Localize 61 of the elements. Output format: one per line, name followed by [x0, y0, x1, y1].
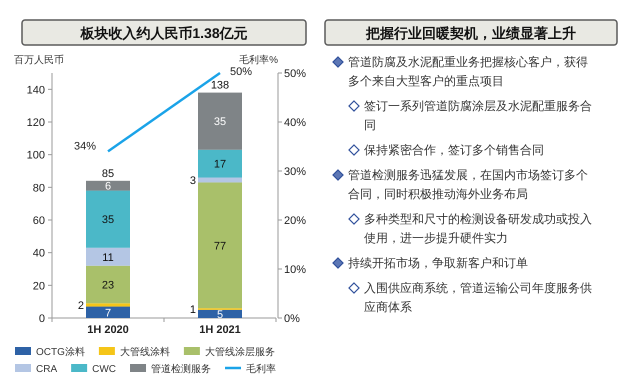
- bar: [86, 303, 130, 307]
- y-tick-label: 80: [32, 182, 45, 194]
- legend-label: 管道检测服务: [151, 363, 212, 375]
- y2-tick-label: 50%: [284, 68, 306, 80]
- text: 把握行业回暖契机，业绩显著上升: [365, 25, 576, 41]
- total-label: 138: [210, 80, 230, 92]
- text: 多种类型和尺寸的检测设备研发成功或投入使用，进一步提升硬件实力: [364, 212, 592, 245]
- y-tick-label: 100: [26, 150, 45, 162]
- y2-axis-title: 毛利率%: [239, 54, 278, 66]
- bar: [86, 248, 130, 266]
- data-label: 6: [104, 180, 112, 193]
- text: 管道检测服务迅猛发展，在国内市场签订多个合同，同时积极推动海外业务布局: [348, 168, 588, 201]
- text: 持续开拓市场，争取新客户和订单: [348, 256, 528, 270]
- legend-label: CRA: [36, 364, 58, 375]
- data-label: 11: [102, 252, 114, 264]
- y-tick-label: 40: [32, 248, 45, 260]
- chart-title: 板块收入约人民币1.38亿元: [79, 25, 248, 41]
- legend-label: OCTG涂料: [36, 346, 85, 358]
- y2-tick-label: 20%: [284, 215, 306, 227]
- legend-label: CWC: [92, 364, 116, 375]
- x-tick-label: 1H 2020: [87, 324, 129, 336]
- data-label: 50%: [230, 66, 252, 78]
- text: 签订一系列管道防腐涂层及水泥配重服务合同: [364, 99, 592, 132]
- legend-label: 大管线涂料: [120, 346, 170, 358]
- data-label: 3: [190, 174, 196, 187]
- bar: [86, 306, 130, 318]
- bar: [86, 190, 130, 248]
- text: 入围供应商系统，管道运输公司年度服务供应商体系: [364, 281, 592, 314]
- bar: [198, 178, 242, 182]
- bar: [198, 182, 242, 308]
- bar: [198, 310, 242, 318]
- y-tick-label: 20: [32, 280, 45, 292]
- bar: [198, 92, 242, 150]
- y2-tick-label: 40%: [284, 117, 306, 129]
- data-label: 1: [190, 304, 196, 316]
- y-tick-label: 0: [38, 313, 45, 325]
- data-label: 35: [214, 116, 226, 128]
- data-label: 5: [216, 308, 224, 321]
- data-label: 35: [102, 214, 114, 226]
- y-axis-title: 百万人民币: [14, 54, 64, 66]
- data-label: 7: [104, 307, 112, 320]
- y-tick-label: 140: [26, 84, 45, 96]
- bar: [86, 180, 130, 191]
- x-tick-label: 1H 2021: [199, 324, 241, 336]
- data-label: 34%: [74, 140, 96, 152]
- bar: [86, 266, 130, 304]
- y2-tick-label: 10%: [284, 264, 306, 276]
- data-label: 2: [78, 300, 84, 312]
- data-label: 17: [214, 158, 226, 171]
- y-tick-label: 60: [32, 215, 45, 227]
- data-label: 23: [102, 280, 114, 292]
- y2-tick-label: 30%: [284, 166, 306, 178]
- text: 管道防腐及水泥配重业务把握核心客户，获得多个来自大型客户的重点项目: [348, 55, 588, 88]
- text: 保持紧密合作，签订多个销售合同: [364, 143, 544, 157]
- legend-label: 大管线涂层服务: [204, 346, 275, 358]
- total-label: 85: [102, 168, 114, 180]
- y-tick-label: 120: [26, 117, 45, 129]
- bar: [198, 150, 242, 178]
- y2-tick-label: 0%: [284, 313, 300, 325]
- legend-label: 毛利率: [246, 363, 276, 375]
- data-label: 77: [214, 240, 226, 252]
